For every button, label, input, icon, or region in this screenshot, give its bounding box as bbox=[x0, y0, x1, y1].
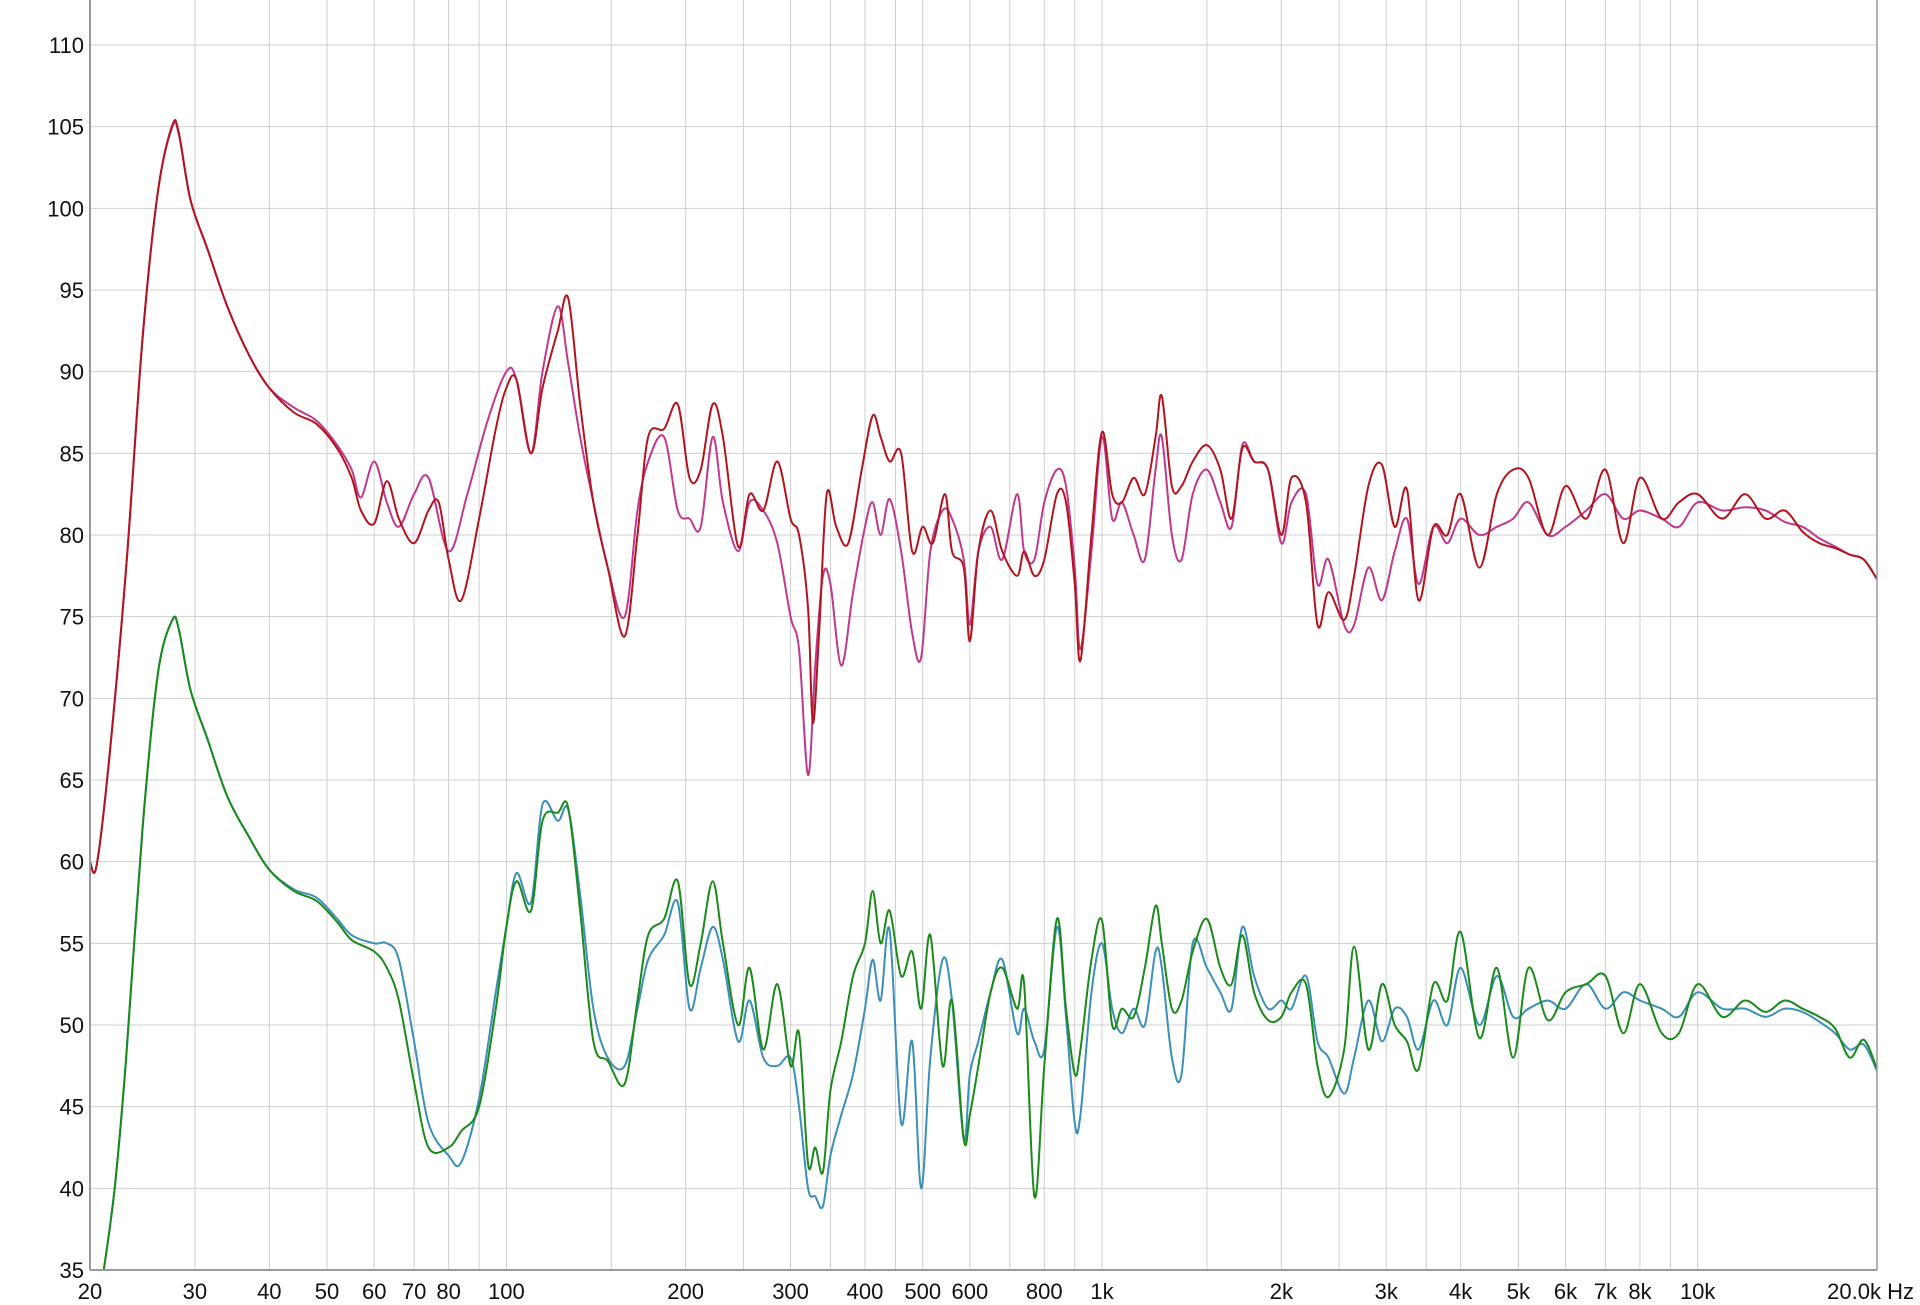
x-tick-label: 70 bbox=[402, 1279, 426, 1300]
y-tick-label: 105 bbox=[47, 115, 84, 140]
x-tick-label: 60 bbox=[362, 1279, 386, 1300]
x-tick-label: 200 bbox=[667, 1279, 704, 1300]
y-tick-label: 80 bbox=[60, 523, 84, 548]
series-line-1 bbox=[90, 120, 1877, 874]
x-tick-label: 800 bbox=[1026, 1279, 1063, 1300]
y-tick-label: 40 bbox=[60, 1176, 84, 1201]
x-unit-label: Hz bbox=[1887, 1279, 1914, 1300]
x-tick-label: 4k bbox=[1449, 1279, 1473, 1300]
y-tick-label: 100 bbox=[47, 196, 84, 221]
y-tick-label: 70 bbox=[60, 686, 84, 711]
y-tick-label: 95 bbox=[60, 278, 84, 303]
y-tick-label: 55 bbox=[60, 931, 84, 956]
x-tick-label: 8k bbox=[1628, 1279, 1652, 1300]
x-tick-label: 400 bbox=[847, 1279, 884, 1300]
x-tick-label: 80 bbox=[436, 1279, 460, 1300]
x-tick-label: 50 bbox=[315, 1279, 339, 1300]
x-tick-label: 10k bbox=[1680, 1279, 1716, 1300]
series-layer bbox=[90, 119, 1877, 1270]
x-tick-label: 100 bbox=[488, 1279, 525, 1300]
plot-background bbox=[90, 0, 1877, 1270]
y-tick-label: 50 bbox=[60, 1013, 84, 1038]
y-tick-label: 45 bbox=[60, 1095, 84, 1120]
x-tick-label: 7k bbox=[1594, 1279, 1618, 1300]
y-tick-label: 65 bbox=[60, 768, 84, 793]
x-tick-label: 6k bbox=[1554, 1279, 1578, 1300]
x-tick-label: 20 bbox=[78, 1279, 102, 1300]
x-tick-label: 500 bbox=[904, 1279, 941, 1300]
y-tick-label: 75 bbox=[60, 605, 84, 630]
grid-layer bbox=[89, 0, 1878, 1271]
series-line-4 bbox=[102, 615, 1877, 1270]
x-tick-label: 3k bbox=[1375, 1279, 1399, 1300]
y-tick-label: 35 bbox=[60, 1258, 84, 1283]
x-tick-label: 300 bbox=[772, 1279, 809, 1300]
series-line-2 bbox=[90, 119, 1877, 874]
x-tick-label: 5k bbox=[1507, 1279, 1531, 1300]
y-tick-label: 85 bbox=[60, 441, 84, 466]
y-tick-label: 90 bbox=[60, 360, 84, 385]
x-tick-label: 2k bbox=[1270, 1279, 1294, 1300]
x-tick-label: 20.0k bbox=[1827, 1279, 1882, 1300]
y-tick-label: 60 bbox=[60, 850, 84, 875]
x-tick-label: 1k bbox=[1090, 1279, 1114, 1300]
x-tick-label: 600 bbox=[952, 1279, 989, 1300]
x-tick-label: 30 bbox=[183, 1279, 207, 1300]
y-tick-label: 110 bbox=[49, 33, 84, 58]
x-tick-label: 40 bbox=[257, 1279, 281, 1300]
